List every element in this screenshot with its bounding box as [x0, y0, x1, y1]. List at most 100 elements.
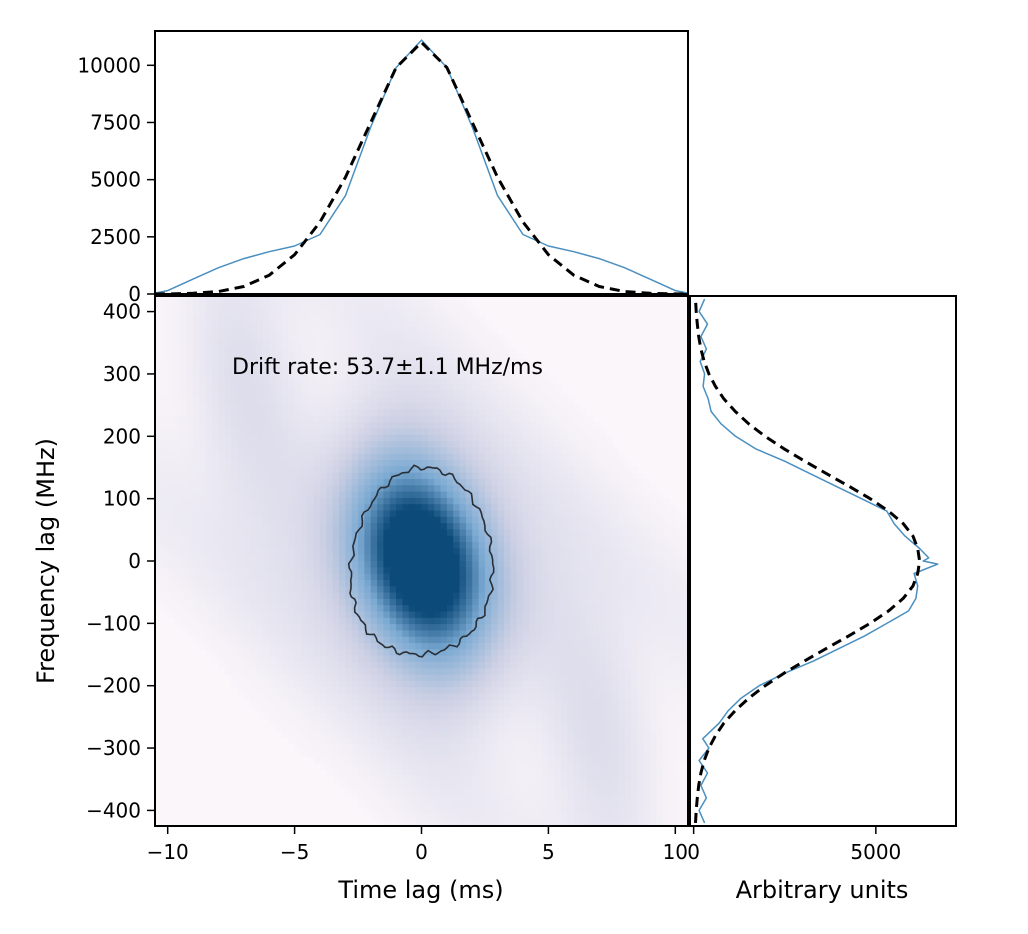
heatmap-cell	[510, 384, 518, 392]
heatmap-cell	[193, 636, 201, 644]
heatmap-cell	[358, 718, 365, 726]
heatmap-cell	[427, 396, 435, 404]
heatmap-cell	[332, 636, 340, 644]
heatmap-cell	[465, 693, 473, 701]
heatmap-cell	[427, 428, 435, 436]
heatmap-cell	[218, 441, 226, 449]
heatmap-cell	[491, 340, 499, 348]
heatmap-cell	[377, 516, 385, 524]
heatmap-cell	[339, 661, 346, 669]
heatmap-cell	[446, 409, 454, 417]
heatmap-cell	[548, 781, 556, 789]
heatmap-cell	[319, 636, 327, 644]
heatmap-cell	[231, 321, 239, 329]
heatmap-cell	[383, 428, 391, 436]
heatmap-cell	[478, 636, 486, 644]
heatmap-cell	[339, 333, 346, 341]
heatmap-cell	[351, 643, 359, 650]
heatmap-cell	[510, 712, 518, 720]
heatmap-cell	[478, 415, 486, 423]
heatmap-cell	[383, 643, 391, 650]
heatmap-cell	[415, 340, 423, 348]
heatmap-cell	[370, 327, 378, 335]
heatmap-cell	[307, 478, 315, 486]
heatmap-cell	[459, 649, 467, 657]
heatmap-cell	[484, 422, 492, 430]
heatmap-cell	[332, 655, 340, 663]
heatmap-cell	[269, 535, 277, 543]
heatmap-cell	[332, 296, 340, 303]
heatmap-cell	[288, 554, 296, 562]
heatmap-cell	[567, 605, 575, 613]
heatmap-cell	[427, 674, 435, 682]
heatmap-cell	[224, 384, 232, 392]
heatmap-cell	[580, 693, 588, 701]
heatmap-cell	[529, 807, 537, 814]
heatmap-cell	[294, 687, 302, 695]
heatmap-cell	[326, 365, 334, 373]
heatmap-cell	[262, 687, 270, 695]
heatmap-cell	[326, 668, 334, 676]
heatmap-cell	[180, 529, 188, 537]
heatmap-cell	[161, 409, 169, 417]
heatmap-cell	[484, 428, 492, 436]
heatmap-cell	[402, 523, 410, 531]
heatmap-cell	[250, 390, 258, 398]
heatmap-cell	[434, 706, 442, 714]
heatmap-cell	[319, 396, 327, 404]
heatmap-cell	[300, 668, 308, 676]
heatmap-cell	[459, 605, 467, 613]
heatmap-cell	[345, 510, 353, 518]
heatmap-cell	[256, 535, 264, 543]
heatmap-cell	[542, 561, 550, 568]
heatmap-cell	[313, 630, 321, 638]
heatmap-cell	[224, 598, 232, 606]
heatmap-cell	[586, 478, 594, 486]
heatmap-cell	[434, 485, 442, 493]
heatmap-cell	[180, 415, 188, 423]
heatmap-cell	[503, 542, 511, 549]
heatmap-cell	[377, 699, 385, 707]
heatmap-cell	[237, 472, 245, 480]
heatmap-cell	[484, 359, 492, 367]
heatmap-cell	[548, 542, 556, 549]
heatmap-cell	[275, 706, 283, 714]
heatmap-cell	[332, 327, 340, 335]
heatmap-cell	[224, 497, 232, 505]
heatmap-cell	[402, 611, 410, 619]
heatmap-cell	[250, 573, 258, 581]
heatmap-cell	[326, 605, 334, 613]
heatmap-cell	[503, 428, 511, 436]
heatmap-cell	[231, 643, 239, 650]
heatmap-cell	[231, 447, 239, 455]
heatmap-cell	[281, 579, 289, 587]
heatmap-cell	[243, 649, 251, 657]
heatmap-cell	[256, 592, 264, 600]
heatmap-cell	[573, 434, 581, 442]
heatmap-cell	[586, 554, 594, 562]
heatmap-cell	[288, 661, 296, 669]
heatmap-cell	[503, 359, 511, 367]
heatmap-cell	[554, 712, 562, 720]
heatmap-cell	[167, 371, 175, 379]
heatmap-cell	[186, 554, 194, 562]
heatmap-cell	[503, 497, 511, 505]
heatmap-cell	[465, 447, 473, 455]
heatmap-cell	[237, 396, 245, 404]
heatmap-cell	[351, 510, 359, 518]
heatmap-cell	[427, 630, 435, 638]
heatmap-cell	[548, 523, 556, 531]
heatmap-cell	[421, 460, 429, 467]
heatmap-cell	[294, 643, 302, 650]
heatmap-cell	[434, 661, 442, 669]
heatmap-cell	[427, 371, 435, 379]
heatmap-cell	[542, 743, 550, 751]
heatmap-cell	[510, 680, 518, 688]
heatmap-cell	[554, 579, 562, 587]
heatmap-cell	[573, 680, 581, 688]
heatmap-cell	[307, 314, 315, 322]
heatmap-cell	[180, 542, 188, 549]
heatmap-cell	[561, 409, 569, 417]
heatmap-cell	[459, 611, 467, 619]
heatmap-cell	[415, 333, 423, 341]
